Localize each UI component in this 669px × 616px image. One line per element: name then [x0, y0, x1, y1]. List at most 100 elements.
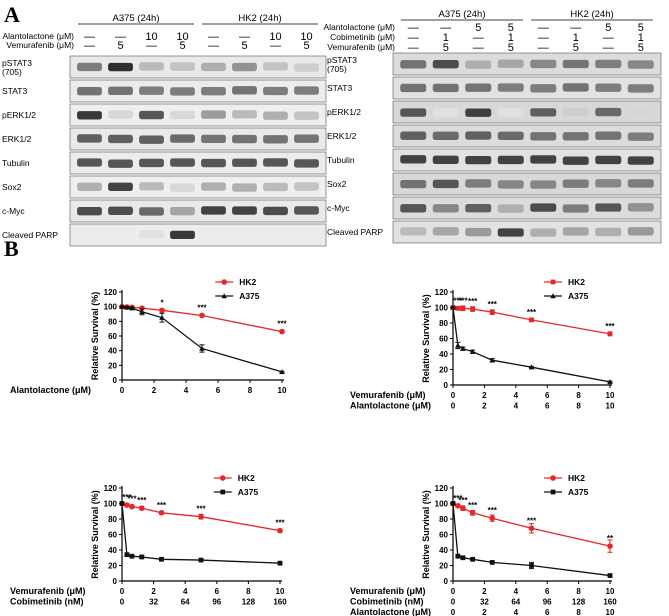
treatment-value: 5 — [443, 42, 449, 54]
x-tick-label: 2 — [152, 386, 157, 395]
significance-mark: *** — [277, 320, 287, 329]
data-point — [529, 317, 534, 323]
blot-band — [627, 156, 654, 165]
blot-band — [562, 179, 589, 188]
data-point — [528, 525, 535, 532]
x-axis-label: Vemurafenib (μM) — [10, 586, 86, 596]
y-tick-label: 40 — [439, 546, 448, 555]
x-tick-label: 8 — [248, 386, 253, 395]
blot-band — [232, 110, 257, 119]
x-tick-label: 8 — [576, 391, 581, 400]
blot-band — [627, 107, 654, 116]
blot-band — [108, 134, 133, 144]
blot-band — [400, 108, 427, 117]
blot-band — [432, 108, 459, 117]
blot-band — [139, 135, 164, 144]
blot-band — [497, 59, 524, 68]
x-tick-label: 4 — [514, 402, 519, 411]
blot-band — [627, 227, 654, 236]
blot-band — [170, 158, 195, 167]
data-point — [550, 293, 556, 299]
blot-band — [77, 134, 102, 143]
blot-band — [108, 182, 133, 191]
y-tick-label: 80 — [439, 319, 448, 328]
treatment-value: 5 — [475, 22, 481, 34]
significance-mark: *** — [527, 308, 537, 317]
x-tick-label: 2 — [482, 402, 487, 411]
blot-band — [294, 86, 319, 95]
blot-band — [432, 155, 459, 164]
blot-band — [400, 60, 427, 69]
y-tick-label: 120 — [104, 484, 118, 493]
blot-band — [530, 203, 557, 212]
blot-band — [400, 155, 427, 164]
y-tick-label: 20 — [439, 562, 448, 571]
data-point — [550, 279, 556, 285]
blot-row-label: pSTAT3 — [327, 55, 357, 65]
significance-mark: *** — [468, 297, 478, 306]
blot-band — [201, 182, 226, 191]
blot-band — [530, 84, 557, 93]
x-tick-label: 8 — [246, 587, 251, 596]
x-tick-label: 4 — [184, 386, 189, 395]
data-point — [138, 505, 145, 511]
legend-label: HK2 — [239, 277, 256, 287]
y-tick-label: 100 — [435, 304, 449, 313]
blot-strip — [69, 199, 327, 223]
blot-band — [294, 134, 319, 143]
x-axis-label: Alantolactone (μM) — [350, 607, 431, 616]
y-tick-label: 80 — [108, 317, 117, 326]
x-tick-label: 64 — [511, 598, 520, 607]
blot-band — [530, 59, 557, 69]
blot-band — [263, 182, 288, 192]
x-tick-label: 6 — [545, 587, 550, 596]
blot-row-label: Cleaved PARP — [2, 230, 58, 240]
y-tick-label: 20 — [439, 366, 448, 375]
data-point — [607, 543, 613, 549]
treatment-value: — — [408, 32, 419, 44]
panel-b-letter: B — [4, 236, 19, 261]
blot-band — [263, 135, 288, 144]
blot-band — [232, 206, 257, 215]
treatment-value: — — [115, 31, 126, 43]
treatment-label: Vemurafenib (μM) — [327, 42, 395, 52]
treatment-value: 5 — [117, 40, 123, 52]
western-blot-right: A375 (24h) HK2 (24h)Alantolactone (μM) — —5… — [323, 9, 662, 244]
data-point — [129, 305, 135, 311]
blot-band — [627, 203, 654, 212]
legend-label: A375 — [238, 487, 259, 497]
blot-row-label: pERK1/2 — [2, 110, 36, 120]
significance-mark: *** — [488, 300, 498, 309]
blot-group-label: A375 (24h) — [112, 13, 159, 24]
y-tick-label: 0 — [113, 577, 118, 586]
panel-a-letter: A — [4, 2, 20, 27]
data-point — [550, 475, 556, 481]
blot-row-label: Tubulin — [327, 155, 355, 165]
treatment-label: Alantolactone (μM) — [2, 31, 74, 41]
blot-band — [232, 183, 257, 192]
x-tick-label: 10 — [606, 587, 615, 596]
blot-row-label: Tubulin — [2, 158, 30, 168]
data-point — [277, 527, 283, 534]
data-point — [455, 342, 461, 348]
data-point — [529, 563, 534, 568]
blot-row-label: STAT3 — [2, 86, 27, 96]
data-point — [607, 573, 613, 578]
blot-band — [201, 206, 226, 215]
x-tick-label: 0 — [451, 598, 456, 607]
blot-band — [465, 83, 492, 92]
x-tick-label: 0 — [120, 598, 125, 607]
blot-band — [294, 159, 319, 168]
data-point — [455, 553, 461, 559]
x-tick-label: 6 — [545, 608, 550, 616]
y-tick-label: 20 — [108, 562, 117, 571]
data-point — [158, 510, 165, 516]
survival-chart-1: 0 20 40 60 80 100 120 Alantolactone (μM) 0 2 4 6 8 10… — [10, 277, 288, 395]
blot-strip — [69, 151, 327, 175]
x-tick-label: 2 — [482, 391, 487, 400]
blot-band — [294, 182, 319, 191]
blot-band — [562, 108, 589, 117]
significance-mark: *** — [468, 501, 478, 510]
treatment-value: — — [538, 42, 549, 54]
